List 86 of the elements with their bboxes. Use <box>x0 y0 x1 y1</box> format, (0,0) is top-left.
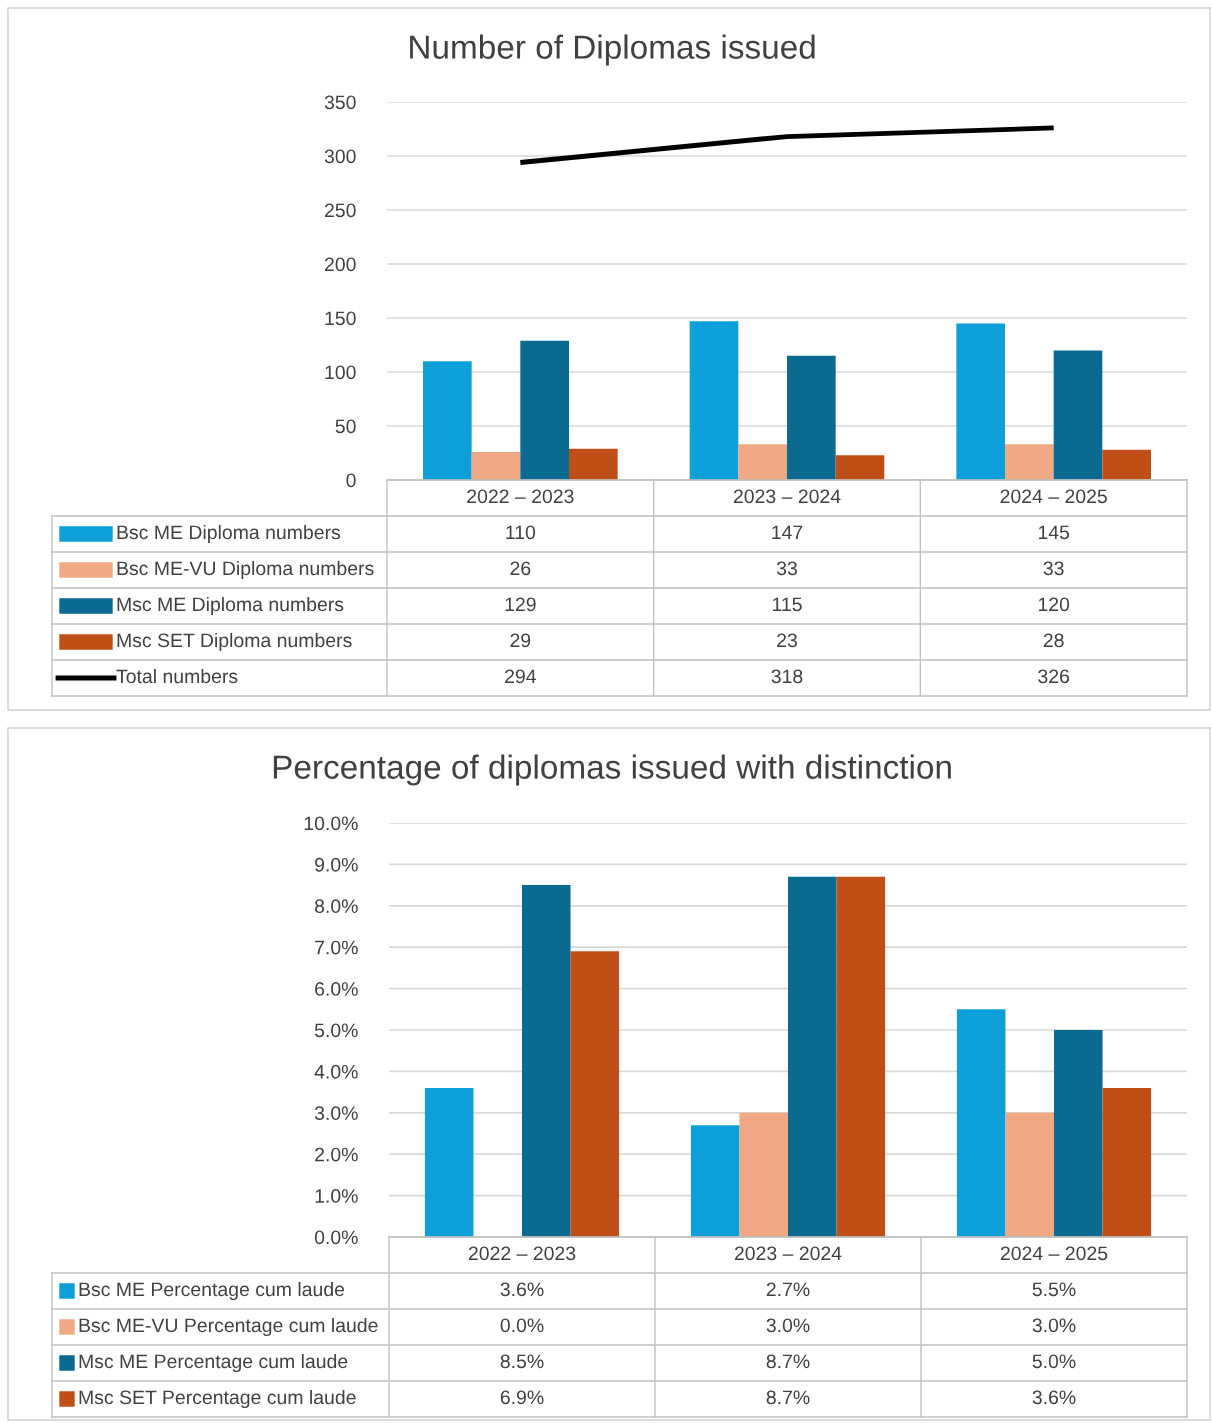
data-label: 5.0% <box>1032 1354 1076 1369</box>
y-tick-label: 150 <box>325 311 356 326</box>
bar <box>1102 1087 1152 1237</box>
x-tick-label: 2023 – 2024 <box>733 489 841 504</box>
legend-label: Msc SET Percentage cum laude <box>79 1389 356 1409</box>
y-tick-label: 350 <box>324 95 356 110</box>
legend-label: Bsc ME Diploma numbers <box>117 524 341 544</box>
legend-label: Msc SET Diploma numbers <box>117 632 352 652</box>
data-label: 115 <box>772 597 802 612</box>
y-tick-label: 0.0% <box>314 1230 358 1245</box>
data-label: 147 <box>772 525 803 540</box>
x-tick-label: 2022 – 2023 <box>467 489 574 504</box>
bar <box>689 321 739 480</box>
y-tick-label: 100 <box>325 365 356 380</box>
x-tick-label: 2022 – 2023 <box>468 1246 576 1261</box>
legend-label: Bsc ME-VU Diploma numbers <box>117 560 374 580</box>
data-label: 3.6% <box>1032 1390 1076 1405</box>
y-tick-label: 300 <box>324 149 356 164</box>
bar <box>787 355 836 480</box>
y-tick-label: 6.0% <box>315 982 358 996</box>
data-label: 6.9% <box>500 1390 544 1405</box>
bar <box>1005 1112 1054 1237</box>
chart-title: Percentage of diplomas issued with distinction <box>273 754 951 786</box>
data-label: 3.0% <box>1032 1318 1076 1333</box>
bar <box>423 361 472 480</box>
data-label: 129 <box>505 597 536 612</box>
data-label: 326 <box>1038 669 1070 684</box>
data-label: 8.7% <box>766 1390 810 1405</box>
y-tick-label: 4.0% <box>314 1064 358 1079</box>
chart-title: Number of Diplomas issued <box>410 34 815 66</box>
data-label: 26 <box>510 561 531 576</box>
y-tick-label: 250 <box>324 203 356 218</box>
y-tick-label: 2.0% <box>315 1147 358 1162</box>
bar <box>520 340 569 480</box>
bar <box>956 1009 1006 1237</box>
bar <box>1102 449 1151 480</box>
data-label: 3.0% <box>766 1318 810 1333</box>
data-label: 318 <box>771 669 803 684</box>
y-tick-label: 1.0% <box>315 1189 358 1203</box>
bar <box>835 455 885 480</box>
data-label: 33 <box>776 561 797 576</box>
bar <box>956 323 1005 480</box>
y-tick-label: 200 <box>324 257 356 272</box>
data-label: 2.7% <box>766 1282 810 1297</box>
legend-label: Total numbers <box>116 668 238 684</box>
data-label: 23 <box>777 633 797 648</box>
data-label: 3.6% <box>500 1282 544 1297</box>
y-tick-label: 50 <box>335 419 356 434</box>
data-label: 5.5% <box>1032 1282 1076 1297</box>
bar <box>690 1125 740 1237</box>
y-tick-label: 10.0% <box>304 816 358 831</box>
legend-label: Msc ME Diploma numbers <box>117 596 344 616</box>
bar <box>471 451 521 480</box>
data-label: 110 <box>506 525 536 540</box>
y-tick-label: 7.0% <box>315 940 358 955</box>
bar <box>570 951 620 1237</box>
y-tick-label: 0 <box>346 473 356 488</box>
bar <box>738 444 787 480</box>
bar <box>1054 1030 1103 1237</box>
bar <box>1005 444 1054 480</box>
bar <box>569 448 618 480</box>
data-label: 145 <box>1038 525 1070 540</box>
data-label: 8.5% <box>500 1354 544 1369</box>
x-tick-label: 2024 – 2025 <box>1000 1246 1108 1261</box>
legend-label: Msc ME Percentage cum laude <box>79 1353 348 1373</box>
bar <box>1053 350 1103 480</box>
bar <box>836 876 886 1237</box>
y-tick-label: 5.0% <box>314 1023 358 1038</box>
y-tick-label: 9.0% <box>315 857 358 872</box>
data-label: 29 <box>510 633 531 648</box>
x-tick-label: 2023 – 2024 <box>734 1246 842 1261</box>
legend-label: Bsc ME Percentage cum laude <box>79 1281 345 1301</box>
data-label: 33 <box>1043 561 1064 576</box>
data-label: 120 <box>1038 597 1070 612</box>
y-tick-label: 8.0% <box>314 899 358 914</box>
legend-label: Bsc ME-VU Percentage cum laude <box>79 1317 378 1337</box>
bar <box>424 1087 474 1237</box>
bar <box>739 1112 788 1237</box>
bar <box>788 876 837 1237</box>
data-label: 28 <box>1043 633 1064 648</box>
data-label: 8.7% <box>766 1354 810 1369</box>
data-label: 0.0% <box>500 1318 544 1333</box>
data-label: 294 <box>505 669 536 684</box>
y-tick-label: 3.0% <box>314 1106 358 1121</box>
x-tick-label: 2024 – 2025 <box>1000 489 1107 504</box>
bar <box>522 885 571 1237</box>
